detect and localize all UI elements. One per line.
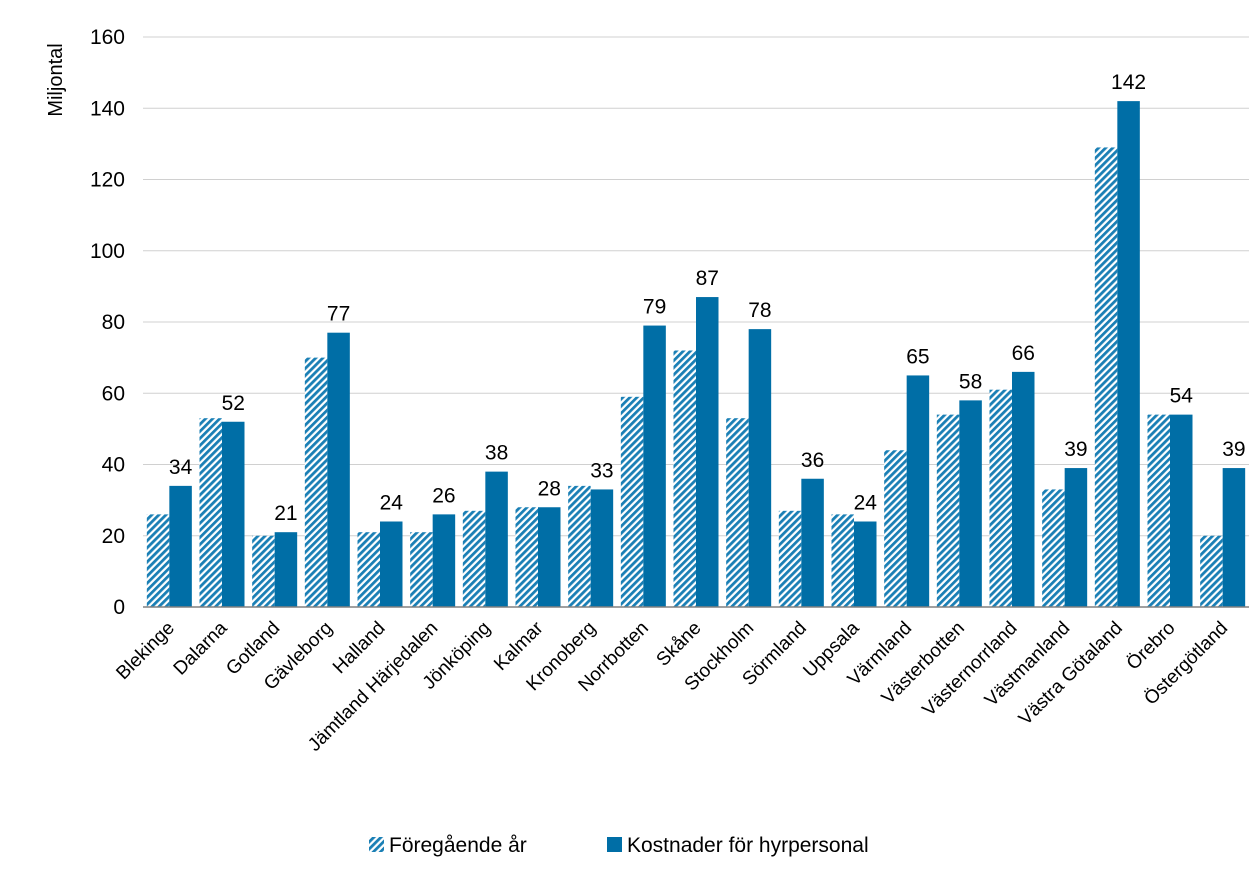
bar-staffing-cost <box>485 471 508 607</box>
bar-staffing-cost <box>748 329 772 607</box>
legend: Föregående år Kostnader för hyrpersonal <box>369 834 869 857</box>
y-tick-label: 80 <box>102 311 125 334</box>
data-label: 65 <box>906 345 929 368</box>
bar-previous-year <box>936 414 960 607</box>
bar-staffing-cost <box>380 521 403 607</box>
bar-staffing-cost <box>854 521 877 607</box>
bar-staffing-cost <box>432 514 456 607</box>
y-axis-ticks: 0 20 40 60 80 100 120 140 160 <box>90 26 125 619</box>
bar-staffing-cost <box>274 532 298 607</box>
data-label: 78 <box>748 299 771 322</box>
bar-previous-year <box>252 535 275 607</box>
bar-staffing-cost <box>696 297 719 607</box>
y-tick-label: 120 <box>90 169 125 192</box>
bar-previous-year <box>568 485 591 607</box>
data-label: 38 <box>485 442 508 465</box>
bar-previous-year <box>199 418 222 607</box>
data-label: 26 <box>432 484 455 507</box>
legend-swatch-previous-year <box>369 837 384 852</box>
bar-staffing-cost <box>801 478 824 607</box>
data-label: 58 <box>959 370 982 393</box>
data-label: 21 <box>274 502 297 525</box>
bar-previous-year <box>726 418 749 607</box>
bar-staffing-cost <box>1222 468 1246 607</box>
bar-previous-year <box>884 450 907 607</box>
bar-previous-year <box>620 396 644 607</box>
data-label: 79 <box>643 296 666 319</box>
bar-previous-year <box>146 514 170 607</box>
bar-previous-year <box>1042 489 1065 607</box>
bar-staffing-cost <box>1064 468 1088 607</box>
bar-previous-year <box>304 357 328 607</box>
bar-previous-year <box>515 507 538 607</box>
data-label: 33 <box>590 459 613 482</box>
y-tick-label: 160 <box>90 26 125 49</box>
y-tick-label: 60 <box>102 382 125 405</box>
y-axis-label: Miljontal <box>45 43 67 116</box>
bar-staffing-cost <box>590 489 614 607</box>
data-label: 34 <box>169 456 193 479</box>
bar-staffing-cost <box>538 507 561 607</box>
data-label: 39 <box>1064 438 1087 461</box>
category-label: Västernorrland <box>919 618 1022 721</box>
bar-previous-year <box>778 510 802 607</box>
bar-staffing-cost <box>169 485 192 607</box>
data-label: 24 <box>854 492 878 515</box>
bar-staffing-cost <box>959 400 982 607</box>
data-label: 52 <box>222 392 245 415</box>
data-label: 24 <box>380 492 404 515</box>
bars <box>146 101 1246 607</box>
data-label: 66 <box>1012 342 1035 365</box>
category-label: Blekinge <box>112 618 178 684</box>
bar-staffing-cost <box>643 325 666 607</box>
legend-swatch-staffing-cost <box>607 837 622 852</box>
data-label: 142 <box>1111 71 1146 94</box>
legend-label-previous-year: Föregående år <box>389 834 527 857</box>
data-label: 28 <box>538 477 561 500</box>
bar-previous-year <box>989 389 1012 607</box>
y-tick-label: 140 <box>90 97 125 120</box>
bar-staffing-cost <box>1117 101 1140 607</box>
legend-label-staffing-cost: Kostnader för hyrpersonal <box>627 834 869 857</box>
bar-previous-year <box>673 350 696 607</box>
bar-previous-year <box>1147 414 1170 607</box>
y-tick-label: 100 <box>90 240 125 263</box>
y-tick-label: 40 <box>102 454 125 477</box>
x-axis-categories: BlekingeDalarnaGotlandGävleborgHallandJä… <box>112 617 1232 756</box>
category-label: Dalarna <box>170 617 232 679</box>
bar-staffing-cost <box>222 421 245 607</box>
bar-previous-year <box>1200 535 1223 607</box>
y-tick-label: 20 <box>102 525 125 548</box>
data-label: 36 <box>801 449 824 472</box>
bar-staffing-cost <box>1012 371 1035 607</box>
data-label: 39 <box>1222 438 1245 461</box>
data-labels: 34 52 21 77 24 26 38 28 33 79 87 78 36 24 65 58 66 39 142 5… <box>169 71 1246 525</box>
data-label: 54 <box>1170 385 1194 408</box>
data-label: 87 <box>696 267 719 290</box>
bar-previous-year <box>831 514 854 607</box>
data-label: 77 <box>327 303 350 326</box>
y-tick-label: 0 <box>113 596 125 619</box>
bar-previous-year <box>357 532 380 607</box>
bar-previous-year <box>1094 147 1118 607</box>
bar-staffing-cost <box>327 332 350 607</box>
bar-staffing-cost <box>1170 414 1193 607</box>
bar-previous-year <box>410 532 433 607</box>
bar-staffing-cost <box>906 375 930 607</box>
bar-previous-year <box>462 510 486 607</box>
